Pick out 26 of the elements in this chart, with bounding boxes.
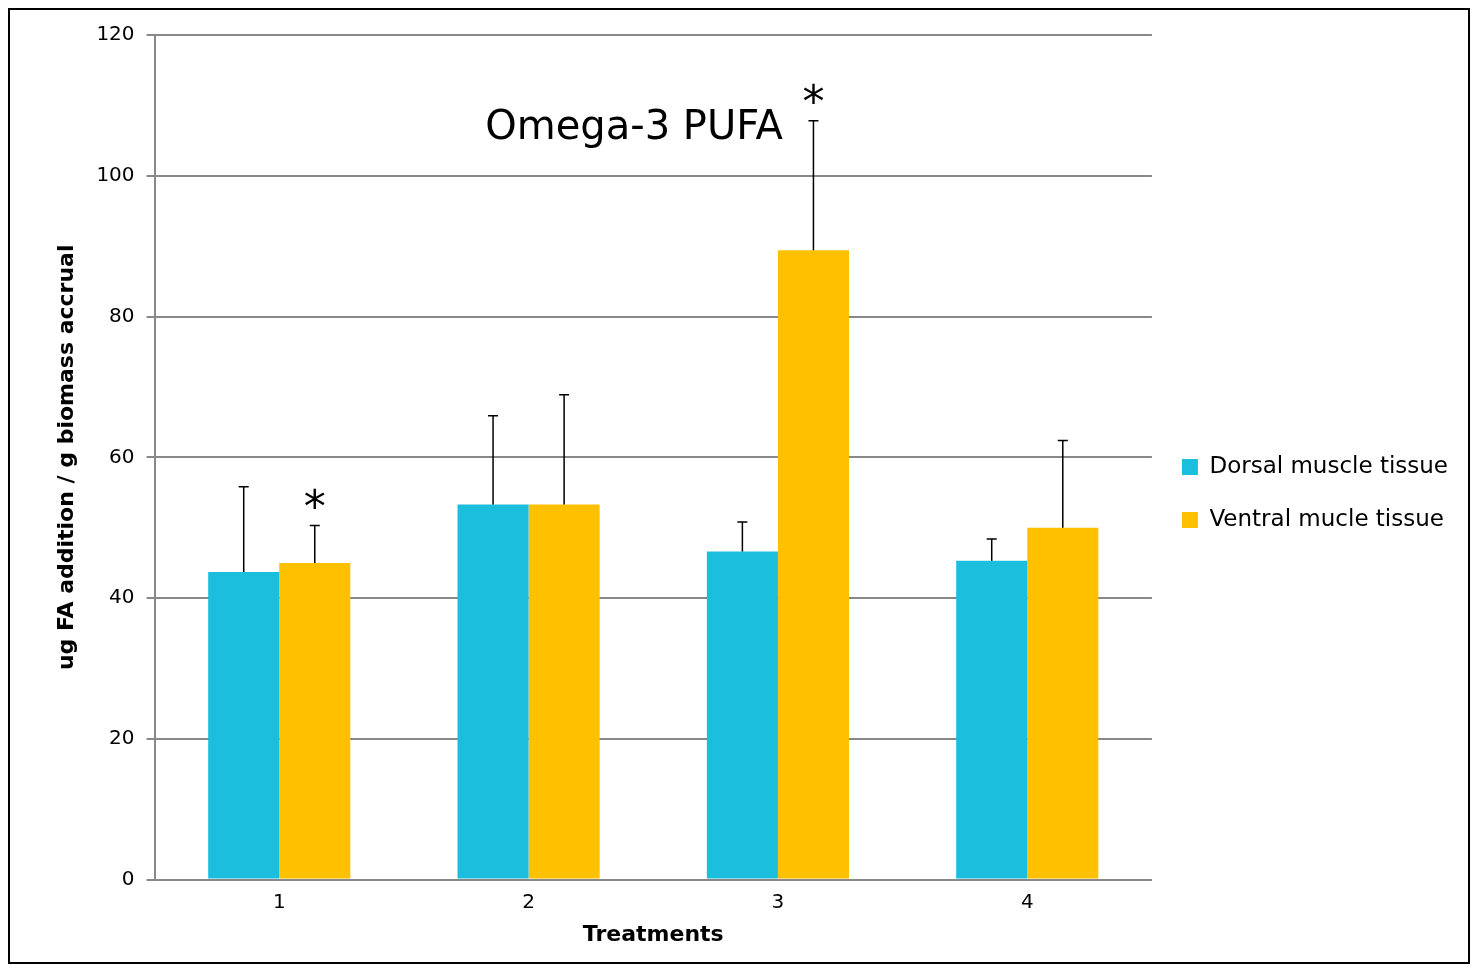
x-axis-title: Treatments xyxy=(582,920,724,946)
y-tick-label: 80 xyxy=(109,302,135,327)
y-tick-label: 60 xyxy=(109,443,135,468)
y-axis-title: ug FA addition / g biomass accrual xyxy=(52,244,78,671)
legend-label: Ventral mucle tissue xyxy=(1209,504,1444,531)
bar xyxy=(1027,527,1099,879)
y-tick-label: 40 xyxy=(109,584,135,609)
text: Omega-3 PUFA xyxy=(485,102,784,149)
y-tick-label: 120 xyxy=(96,21,135,46)
x-tick-label: 4 xyxy=(1020,888,1034,913)
bar xyxy=(279,562,351,879)
bar xyxy=(528,504,600,879)
x-tick-label: 3 xyxy=(771,888,785,913)
annotation: * xyxy=(802,75,825,127)
bar xyxy=(777,250,849,879)
y-tick-label: 20 xyxy=(109,725,135,750)
x-tick-label: 1 xyxy=(272,888,286,913)
legend-label: Dorsal muscle tissue xyxy=(1209,451,1449,478)
bar xyxy=(208,572,280,879)
y-tick-label: 100 xyxy=(96,161,135,186)
bar xyxy=(706,551,778,879)
y-tick-label: 0 xyxy=(121,865,135,890)
annotation: * xyxy=(303,480,326,532)
bar xyxy=(956,560,1028,879)
x-tick-label: 2 xyxy=(522,888,535,913)
bar xyxy=(457,504,529,879)
